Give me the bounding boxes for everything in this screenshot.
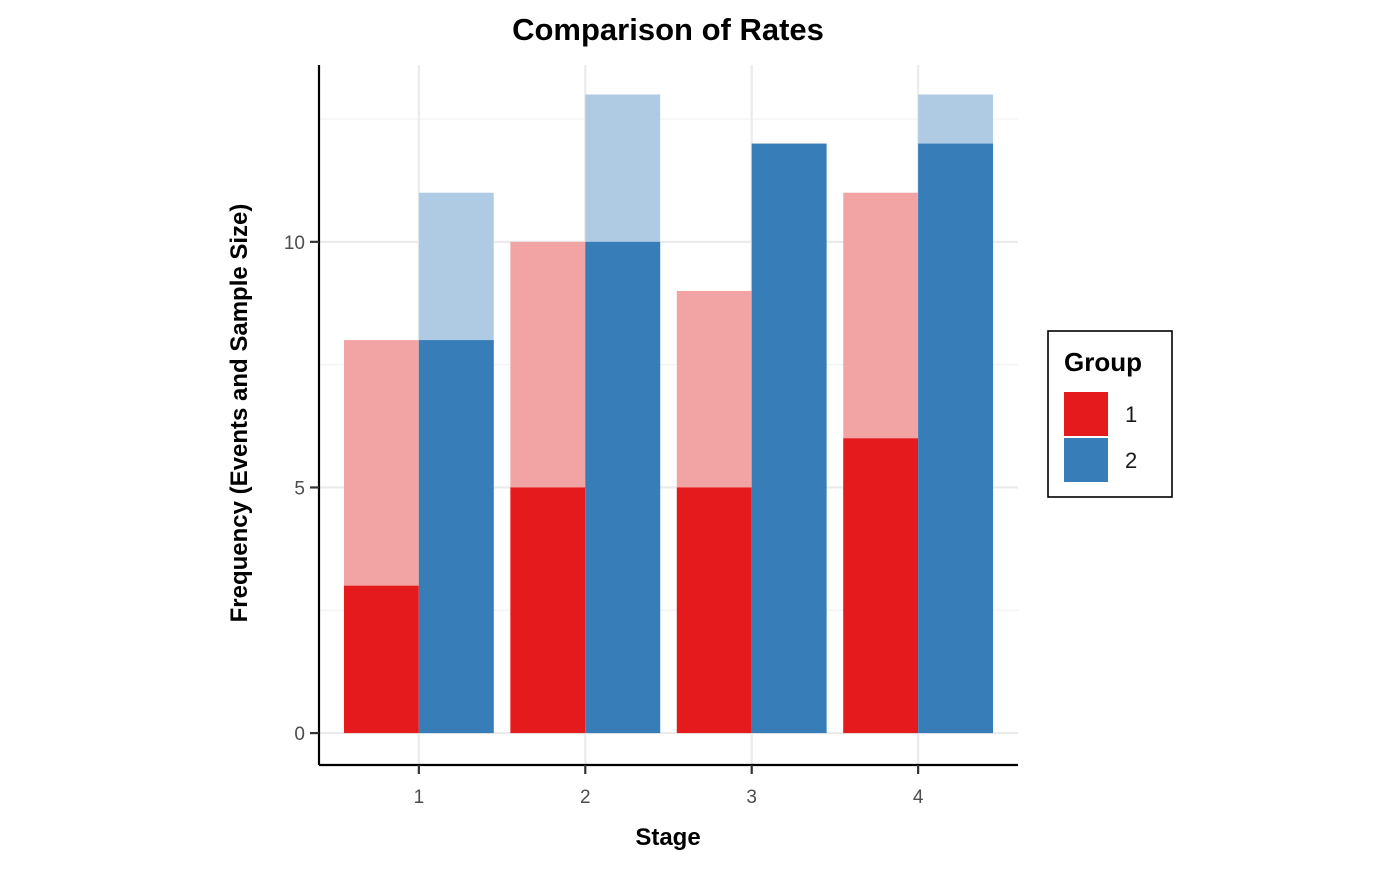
bar-events-group-2-stage-3 bbox=[751, 143, 827, 734]
x-tick-label: 1 bbox=[414, 787, 425, 808]
legend-key-group-2 bbox=[1064, 438, 1108, 482]
bar-events-group-2-stage-4 bbox=[918, 143, 994, 734]
y-tick-label: 10 bbox=[284, 233, 305, 254]
legend: Group 1 2 bbox=[1047, 330, 1173, 498]
bar-events-group-1-stage-4 bbox=[843, 438, 919, 734]
x-tick-label: 3 bbox=[746, 787, 757, 808]
y-axis-title: Frequency (Events and Sample Size) bbox=[226, 204, 253, 623]
bar-events-group-1-stage-2 bbox=[510, 487, 586, 734]
x-axis-title: Stage bbox=[635, 824, 700, 851]
tick-layer: 0 5 10 1 2 3 4 bbox=[284, 233, 924, 808]
legend-key-group-1 bbox=[1064, 392, 1108, 436]
legend-title: Group bbox=[1064, 347, 1142, 377]
bar-events-group-1-stage-1 bbox=[343, 585, 419, 734]
legend-label-group-2: 2 bbox=[1125, 448, 1137, 473]
bar-layer bbox=[343, 94, 994, 734]
bar-events-group-2-stage-1 bbox=[418, 340, 494, 734]
y-tick-label: 0 bbox=[294, 724, 305, 745]
chart-title: Comparison of Rates bbox=[512, 12, 824, 47]
bar-events-group-2-stage-2 bbox=[585, 241, 661, 734]
x-tick-label: 4 bbox=[913, 787, 924, 808]
y-tick-label: 5 bbox=[294, 478, 305, 499]
bar-events-group-1-stage-3 bbox=[676, 487, 752, 734]
axis-layer bbox=[317, 65, 1018, 767]
x-tick-label: 2 bbox=[580, 787, 591, 808]
legend-label-group-1: 1 bbox=[1125, 402, 1137, 427]
